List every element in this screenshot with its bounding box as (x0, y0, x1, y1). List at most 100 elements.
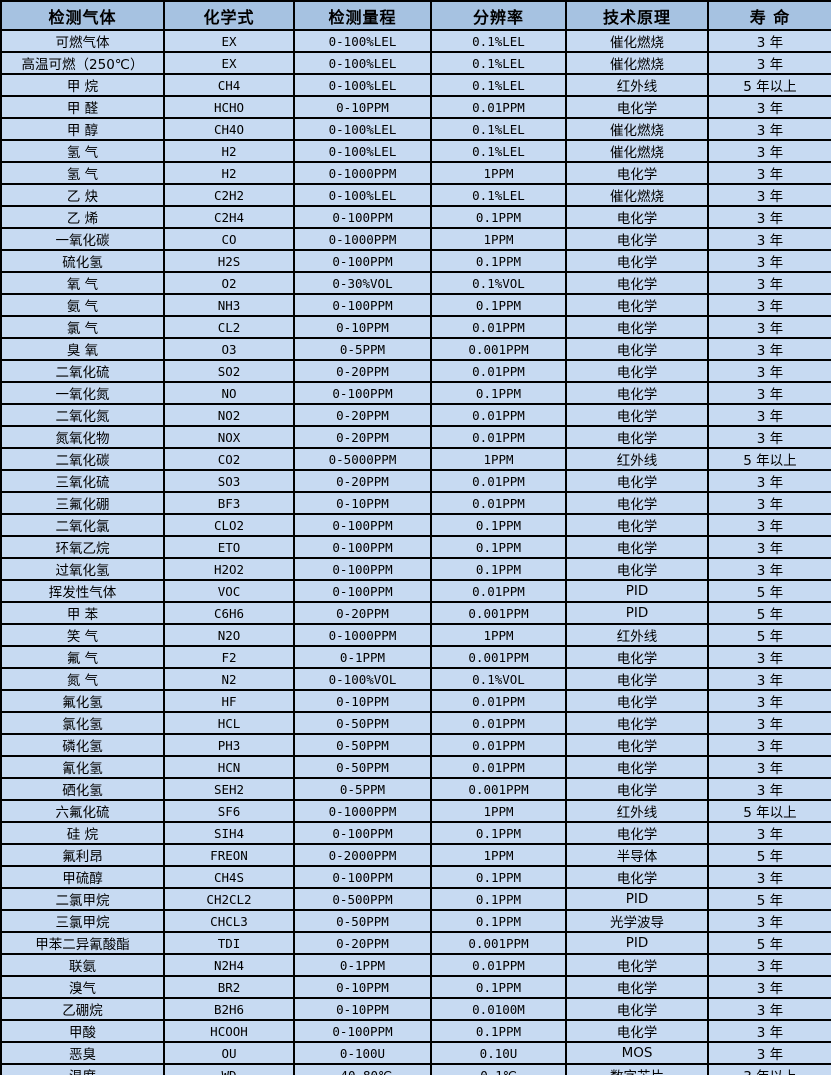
formula-cell: N2H4 (163, 953, 295, 977)
column-header-lifespan: 寿 命 (707, 0, 831, 31)
lifespan-cell: 3 年 (707, 183, 831, 207)
range-cell: 0-100%LEL (293, 117, 432, 141)
lifespan-cell: 3 年 (707, 161, 831, 185)
formula-cell: HCOOH (163, 1019, 295, 1043)
gas-name-cell: 三氯甲烷 (0, 909, 165, 933)
range-cell: 0-1000PPM (293, 161, 432, 185)
table-row: 氰化氢 HCN 0-50PPM 0.01PPM 电化学 3 年 (0, 755, 831, 779)
table-row: 环氧乙烷 ETO 0-100PPM 0.1PPM 电化学 3 年 (0, 535, 831, 559)
principle-cell: 电化学 (565, 249, 709, 273)
gas-name-cell: 乙 炔 (0, 183, 165, 207)
resolution-cell: 0.001PPM (430, 931, 567, 955)
table-row: 乙 烯 C2H4 0-100PPM 0.1PPM 电化学 3 年 (0, 205, 831, 229)
gas-name-cell: 乙 烯 (0, 205, 165, 229)
principle-cell: 电化学 (565, 865, 709, 889)
formula-cell: O2 (163, 271, 295, 295)
table-row: 挥发性气体 VOC 0-100PPM 0.01PPM PID 5 年 (0, 579, 831, 603)
principle-cell: 电化学 (565, 975, 709, 999)
gas-name-cell: 二氯甲烷 (0, 887, 165, 911)
principle-cell: 红外线 (565, 799, 709, 823)
gas-name-cell: 氧 气 (0, 271, 165, 295)
resolution-cell: 0.1%LEL (430, 73, 567, 97)
resolution-cell: 0.01PPM (430, 315, 567, 339)
lifespan-cell: 3 年 (707, 293, 831, 317)
formula-cell: CH4O (163, 117, 295, 141)
range-cell: 0-20PPM (293, 469, 432, 493)
table-row: 甲 苯 C6H6 0-20PPM 0.001PPM PID 5 年 (0, 601, 831, 625)
table-row: 乙硼烷 B2H6 0-10PPM 0.0100M 电化学 3 年 (0, 997, 831, 1021)
principle-cell: 电化学 (565, 557, 709, 581)
table-row: 甲酸 HCOOH 0-100PPM 0.1PPM 电化学 3 年 (0, 1019, 831, 1043)
principle-cell: 电化学 (565, 337, 709, 361)
table-row: 硒化氢 SEH2 0-5PPM 0.001PPM 电化学 3 年 (0, 777, 831, 801)
resolution-cell: 0.01PPM (430, 359, 567, 383)
lifespan-cell: 3 年 (707, 535, 831, 559)
column-header-resolution: 分辨率 (430, 0, 567, 31)
principle-cell: 电化学 (565, 403, 709, 427)
table-row: 高温可燃（250℃） EX 0-100%LEL 0.1%LEL 催化燃烧 3 年 (0, 51, 831, 75)
principle-cell: 催化燃烧 (565, 29, 709, 53)
lifespan-cell: 5 年 (707, 623, 831, 647)
lifespan-cell: 5 年 (707, 887, 831, 911)
gas-name-cell: 氮 气 (0, 667, 165, 691)
table-row: 联氨 N2H4 0-1PPM 0.01PPM 电化学 3 年 (0, 953, 831, 977)
formula-cell: CLO2 (163, 513, 295, 537)
lifespan-cell: 3 年 (707, 909, 831, 933)
range-cell: 0-50PPM (293, 909, 432, 933)
gas-name-cell: 联氨 (0, 953, 165, 977)
range-cell: 0-500PPM (293, 887, 432, 911)
principle-cell: 电化学 (565, 711, 709, 735)
formula-cell: NH3 (163, 293, 295, 317)
formula-cell: VOC (163, 579, 295, 603)
table-row: 氢 气 H2 0-1000PPM 1PPM 电化学 3 年 (0, 161, 831, 185)
gas-name-cell: 环氧乙烷 (0, 535, 165, 559)
range-cell: 0-100PPM (293, 865, 432, 889)
lifespan-cell: 5 年以上 (707, 799, 831, 823)
gas-name-cell: 一氧化氮 (0, 381, 165, 405)
range-cell: 0-100%LEL (293, 73, 432, 97)
principle-cell: 电化学 (565, 1019, 709, 1043)
table-row: 一氧化氮 NO 0-100PPM 0.1PPM 电化学 3 年 (0, 381, 831, 405)
gas-name-cell: 乙硼烷 (0, 997, 165, 1021)
table-row: 二氧化氮 NO2 0-20PPM 0.01PPM 电化学 3 年 (0, 403, 831, 427)
table-row: 二氧化氯 CLO2 0-100PPM 0.1PPM 电化学 3 年 (0, 513, 831, 537)
lifespan-cell: 3 年 (707, 755, 831, 779)
table-row: 恶臭 OU 0-100U 0.10U MOS 3 年 (0, 1041, 831, 1065)
resolution-cell: 0.1%LEL (430, 117, 567, 141)
gas-name-cell: 氮氧化物 (0, 425, 165, 449)
principle-cell: 电化学 (565, 205, 709, 229)
formula-cell: N2 (163, 667, 295, 691)
column-header-gas: 检测气体 (0, 0, 165, 31)
lifespan-cell: 5 年 (707, 601, 831, 625)
range-cell: 0-20PPM (293, 359, 432, 383)
resolution-cell: 0.01PPM (430, 469, 567, 493)
principle-cell: 红外线 (565, 623, 709, 647)
lifespan-cell: 3 年 (707, 689, 831, 713)
gas-name-cell: 氟 气 (0, 645, 165, 669)
range-cell: 0-100%LEL (293, 183, 432, 207)
principle-cell: 红外线 (565, 447, 709, 471)
formula-cell: OU (163, 1041, 295, 1065)
resolution-cell: 0.01PPM (430, 953, 567, 977)
principle-cell: 催化燃烧 (565, 51, 709, 75)
lifespan-cell: 5 年 (707, 931, 831, 955)
principle-cell: 红外线 (565, 73, 709, 97)
range-cell: 0-100PPM (293, 205, 432, 229)
lifespan-cell: 3 年 (707, 249, 831, 273)
range-cell: 0-50PPM (293, 733, 432, 757)
table-row: 磷化氢 PH3 0-50PPM 0.01PPM 电化学 3 年 (0, 733, 831, 757)
formula-cell: HCL (163, 711, 295, 735)
formula-cell: HF (163, 689, 295, 713)
lifespan-cell: 3 年 (707, 667, 831, 691)
lifespan-cell: 3 年 (707, 205, 831, 229)
formula-cell: CH2CL2 (163, 887, 295, 911)
resolution-cell: 0.1PPM (430, 513, 567, 537)
gas-name-cell: 氨 气 (0, 293, 165, 317)
lifespan-cell: 5 年 (707, 843, 831, 867)
range-cell: 0-10PPM (293, 95, 432, 119)
table-row: 一氧化碳 CO 0-1000PPM 1PPM 电化学 3 年 (0, 227, 831, 251)
principle-cell: 电化学 (565, 777, 709, 801)
principle-cell: 催化燃烧 (565, 117, 709, 141)
gas-name-cell: 甲酸 (0, 1019, 165, 1043)
resolution-cell: 0.01PPM (430, 755, 567, 779)
